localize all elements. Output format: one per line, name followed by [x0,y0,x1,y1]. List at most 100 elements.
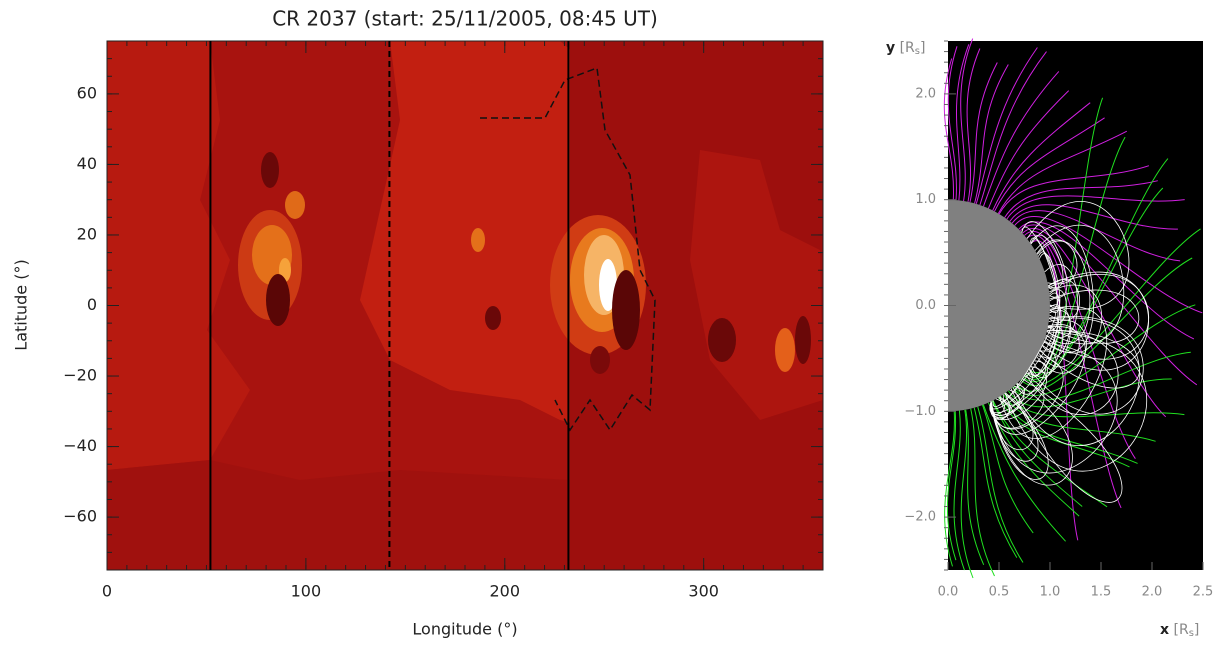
x-axis-label: x [Rs] [1160,622,1199,639]
axis-symbol: x [1160,622,1169,638]
closed-field-line [1026,201,1130,310]
contour-level [599,259,617,311]
open-field-line [975,47,1038,204]
contour-map [107,41,823,570]
y-axis-label: Latitude (°) [12,259,31,350]
closed-field-line [1049,289,1067,324]
closed-field-line [1031,350,1057,378]
closed-field-line [1039,329,1140,389]
y-axis-label: y [Rs] [886,40,925,57]
open-field-line [1026,234,1122,509]
x-tick-label: 300 [688,582,719,601]
open-field-line [1009,204,1178,230]
y-tick-label: 20 [77,224,97,243]
contour-level [107,41,250,470]
closed-field-line [1025,330,1119,416]
open-field-line [1006,195,1185,220]
open-field-line [974,64,1009,204]
axis-unit: [R [1173,622,1188,638]
contour-level [261,152,279,188]
open-field-line [965,409,985,566]
closed-field-line [1036,239,1078,285]
y-tick-label: 60 [77,83,97,102]
open-field-line [1025,136,1126,378]
x-tick-label: 1.0 [1040,585,1061,600]
closed-field-line [1030,234,1064,289]
x-tick-label: 200 [490,582,521,601]
axis-unit: ] [920,40,925,56]
open-field-line [943,58,954,200]
axis-unit-sub: s [915,46,920,57]
open-field-line [1019,224,1198,386]
closed-field-line [1027,298,1061,378]
closed-field-line [990,392,1034,451]
field-lines [943,38,1203,579]
axis-symbol: y [886,40,895,56]
open-field-line [977,406,1024,563]
chart-title: CR 2037 (start: 25/11/2005, 08:45 UT) [272,7,658,31]
y-tick-label: −60 [63,507,97,526]
open-field-line [1004,180,1158,218]
closed-field-line [1021,221,1068,298]
closed-field-line [1016,325,1064,395]
axis-unit: [R [900,40,915,56]
x-tick-label: 2.0 [1142,585,1163,600]
open-field-line [994,117,1105,212]
open-field-line [987,90,1070,209]
y-tick-label: 1.0 [915,192,936,207]
closed-field-line [990,393,1049,480]
axis-unit-sub: s [1189,628,1194,639]
open-field-line [956,44,970,201]
contour-boundary [480,66,656,432]
y-tick-label: −1.0 [904,404,936,419]
contour-level [266,274,290,326]
contour-level [285,191,305,219]
closed-field-line [1010,378,1123,503]
x-axis-label: Longitude (°) [412,620,517,639]
closed-field-line [990,326,1086,435]
open-field-line [944,411,955,567]
y-tick-label: 0.0 [915,298,936,313]
closed-field-line [1030,225,1094,353]
open-field-line [1015,257,1193,392]
open-field-line [1024,231,1136,459]
open-field-line [982,404,1034,534]
y-tick-label: 2.0 [915,86,936,101]
open-field-line [997,130,1128,214]
open-field-line [966,48,981,202]
x-tick-label: 100 [291,582,322,601]
open-field-line [1020,228,1201,387]
open-field-line [1011,210,1181,262]
open-field-line [982,404,1066,542]
y-tick-label: −20 [63,366,97,385]
open-field-line [1003,394,1156,442]
open-field-line [947,46,958,201]
y-tick-label: 40 [77,154,97,173]
open-field-line [998,397,1130,468]
closed-field-line [990,382,1073,486]
contour-level [775,328,795,372]
contour-level [485,306,501,330]
x-tick-label: 1.5 [1091,585,1112,600]
open-field-line [960,409,974,579]
contour-level [590,346,610,374]
closed-field-line [1044,264,1079,338]
open-field-line [960,38,974,202]
closed-field-line [1021,226,1056,290]
open-field-line [1022,187,1164,383]
closed-field-line [990,342,1118,474]
x-tick-label: 2.5 [1193,585,1214,600]
y-tick-label: −2.0 [904,510,936,525]
open-field-line [1014,216,1203,314]
x-tick-label: 0 [102,582,112,601]
contour-level [612,270,640,350]
open-field-line [998,165,1150,215]
open-field-line [946,410,957,561]
y-tick-label: 0 [87,295,97,314]
open-field-line [970,408,995,577]
x-tick-label: 0.5 [989,585,1010,600]
closed-field-line [999,310,1056,402]
open-field-line [973,407,1018,558]
axis-unit: ] [1194,622,1199,638]
